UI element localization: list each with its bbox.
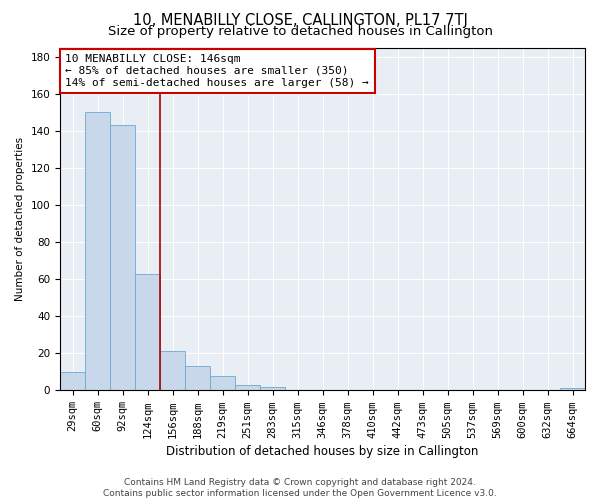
Bar: [135, 274, 160, 390]
Bar: [60, 372, 85, 390]
Text: 10, MENABILLY CLOSE, CALLINGTON, PL17 7TJ: 10, MENABILLY CLOSE, CALLINGTON, PL17 7T…: [133, 12, 467, 28]
Bar: [185, 366, 210, 390]
Bar: [85, 112, 110, 390]
Text: Size of property relative to detached houses in Callington: Size of property relative to detached ho…: [107, 25, 493, 38]
Bar: [160, 352, 185, 391]
Bar: [560, 388, 585, 390]
Text: 10 MENABILLY CLOSE: 146sqm
← 85% of detached houses are smaller (350)
14% of sem: 10 MENABILLY CLOSE: 146sqm ← 85% of deta…: [65, 54, 369, 88]
X-axis label: Distribution of detached houses by size in Callington: Distribution of detached houses by size …: [166, 444, 479, 458]
Bar: [260, 386, 285, 390]
Text: Contains HM Land Registry data © Crown copyright and database right 2024.
Contai: Contains HM Land Registry data © Crown c…: [103, 478, 497, 498]
Bar: [210, 376, 235, 390]
Y-axis label: Number of detached properties: Number of detached properties: [15, 137, 25, 301]
Bar: [110, 126, 135, 390]
Bar: [235, 385, 260, 390]
